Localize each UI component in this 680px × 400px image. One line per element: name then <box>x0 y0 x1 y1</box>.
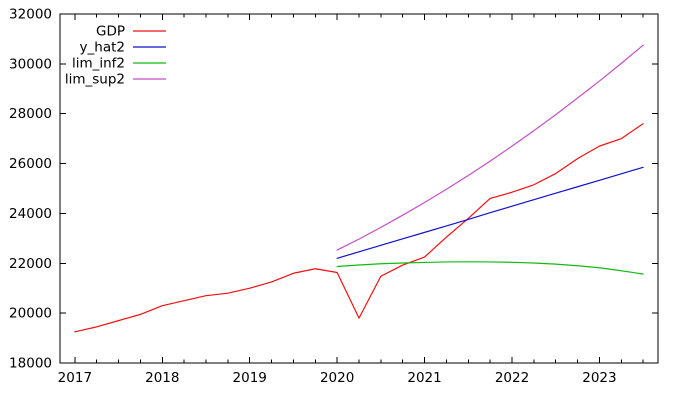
x-tick-label: 2017 <box>58 370 92 386</box>
y-tick-label: 26000 <box>9 156 52 172</box>
y-tick-label: 20000 <box>9 306 52 322</box>
legend-label-lim_sup2: lim_sup2 <box>65 72 125 88</box>
y-tick-label: 24000 <box>9 206 52 222</box>
y-tick-label: 22000 <box>9 256 52 272</box>
series-line-GDP <box>74 123 644 333</box>
series-line-lim_inf2 <box>336 261 644 275</box>
x-tick-label: 2018 <box>145 370 179 386</box>
x-tick-label: 2021 <box>407 370 441 386</box>
x-tick-label: 2019 <box>233 370 267 386</box>
y-tick-label: 30000 <box>9 56 52 72</box>
y-tick-label: 18000 <box>9 356 52 372</box>
x-tick-label: 2020 <box>320 370 354 386</box>
y-tick-label: 28000 <box>9 106 52 122</box>
y-tick-label: 32000 <box>9 7 52 23</box>
series-line-lim_sup2 <box>336 44 644 251</box>
legend-label-lim_inf2: lim_inf2 <box>72 56 125 72</box>
legend-label-GDP: GDP <box>96 24 125 40</box>
series-line-y_hat2 <box>336 166 644 259</box>
x-tick-label: 2023 <box>582 370 616 386</box>
legend-label-y_hat2: y_hat2 <box>80 40 125 56</box>
x-tick-label: 2022 <box>495 370 529 386</box>
